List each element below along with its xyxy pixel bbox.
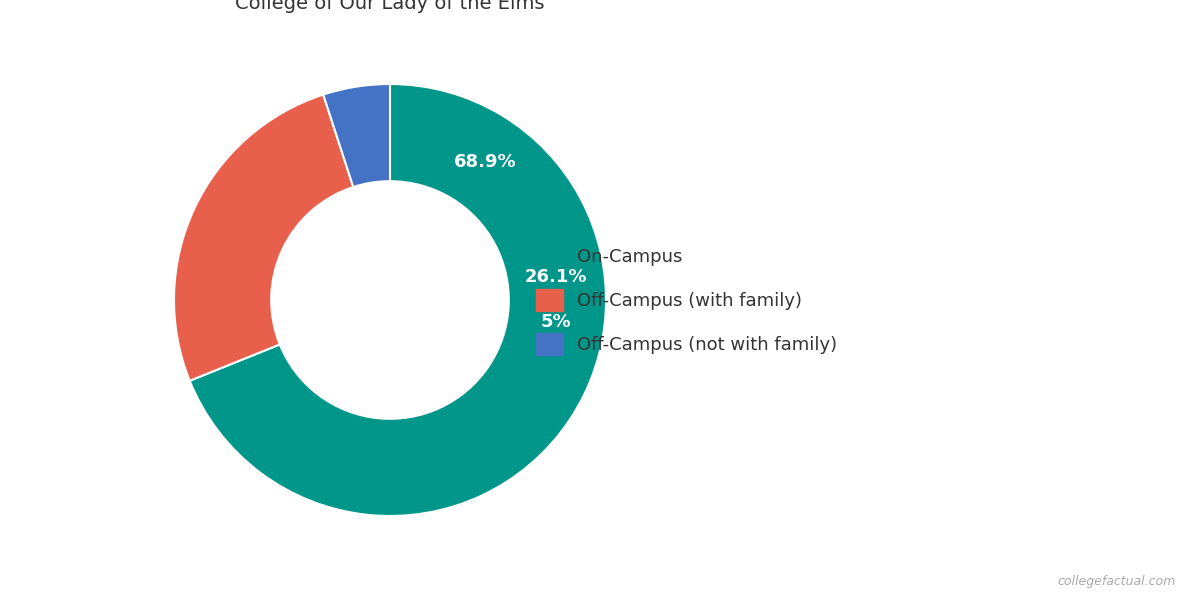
Text: 5%: 5% bbox=[541, 313, 571, 331]
Legend: On-Campus, Off-Campus (with family), Off-Campus (not with family): On-Campus, Off-Campus (with family), Off… bbox=[518, 227, 856, 373]
Wedge shape bbox=[190, 84, 606, 516]
Text: 26.1%: 26.1% bbox=[524, 268, 587, 286]
Wedge shape bbox=[323, 84, 390, 187]
Text: collegefactual.com: collegefactual.com bbox=[1057, 575, 1176, 588]
Text: 68.9%: 68.9% bbox=[454, 153, 516, 171]
Wedge shape bbox=[174, 95, 353, 381]
Title: Freshmen Living Arrangements at
College of Our Lady of the Elms: Freshmen Living Arrangements at College … bbox=[226, 0, 554, 13]
